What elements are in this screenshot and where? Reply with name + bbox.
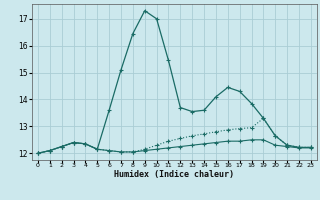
- X-axis label: Humidex (Indice chaleur): Humidex (Indice chaleur): [115, 170, 234, 179]
